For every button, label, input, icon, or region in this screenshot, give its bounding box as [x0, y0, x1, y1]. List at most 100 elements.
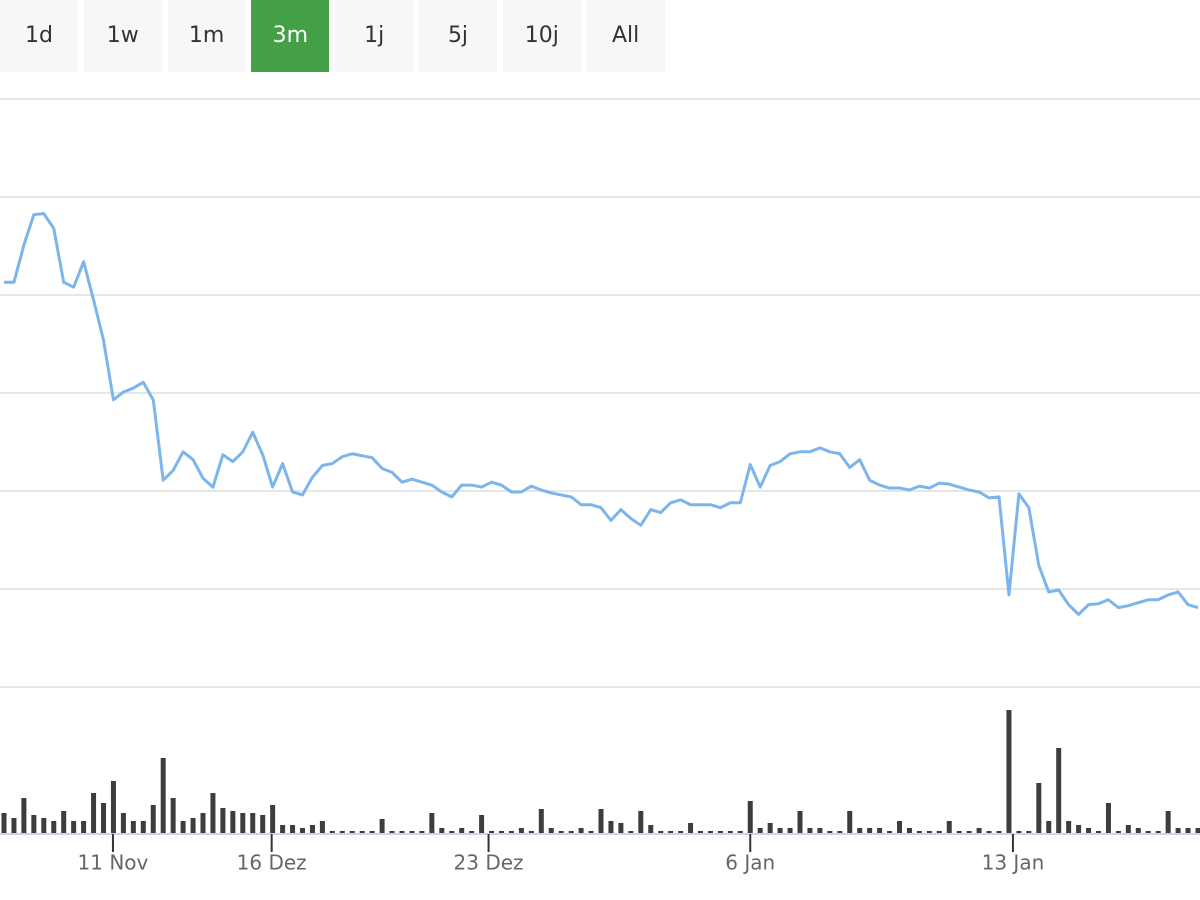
volume-bar: [638, 811, 644, 833]
volume-bar: [668, 831, 674, 833]
volume-bar: [767, 823, 773, 833]
x-tick-label: 13 Jan: [982, 851, 1045, 875]
volume-bar: [140, 821, 146, 833]
x-tick-label: 23 Dez: [454, 851, 524, 875]
volume-bar: [1155, 831, 1161, 833]
volume-bar: [409, 831, 415, 833]
volume-bar: [399, 831, 405, 833]
volume-bar: [618, 823, 624, 833]
volume-bar: [499, 831, 504, 833]
volume-bar: [737, 831, 743, 833]
volume-bar: [1165, 811, 1171, 833]
volume-bar: [1056, 748, 1062, 833]
volume-bar: [349, 831, 355, 833]
volume-bar: [429, 813, 435, 833]
volume-bar: [290, 825, 296, 833]
range-button[interactable]: 1j: [335, 0, 414, 72]
volume-bar: [558, 831, 564, 833]
volume-bar: [11, 818, 17, 833]
volume-bar: [1185, 828, 1191, 833]
volume-bar: [21, 798, 27, 833]
volume-bar: [1086, 828, 1092, 833]
volume-bar: [329, 831, 335, 833]
volume-bar: [727, 831, 733, 833]
volume-bar: [608, 821, 614, 833]
range-button[interactable]: 1m: [167, 0, 246, 72]
price-line: [4, 212, 1199, 616]
volume-bar: [71, 821, 77, 833]
volume-bar: [588, 831, 594, 833]
range-button[interactable]: 1d: [0, 0, 78, 72]
volume-bar: [489, 831, 495, 833]
volume-bar: [250, 813, 256, 833]
volume-bar: [678, 831, 684, 833]
volume-bar: [528, 831, 534, 833]
volume-bar: [976, 828, 982, 833]
volume-bar: [51, 821, 57, 833]
range-button[interactable]: 5j: [419, 0, 497, 72]
volume-bar: [598, 809, 604, 833]
x-tick-label: 6 Jan: [725, 851, 775, 875]
volume-bar: [469, 831, 475, 833]
volume-bar: [538, 809, 544, 833]
volume-bar: [81, 821, 87, 833]
volume-bar: [270, 805, 276, 833]
volume-bar: [200, 813, 206, 833]
volume-bar: [1096, 831, 1101, 833]
volume-bar: [936, 831, 942, 833]
range-button[interactable]: All: [586, 0, 665, 72]
volume-bar: [887, 831, 893, 833]
volume-bar: [309, 825, 315, 833]
volume-bar: [817, 828, 823, 833]
volume-bar: [1115, 831, 1121, 833]
volume-bar: [916, 831, 922, 833]
volume-bar: [1135, 828, 1141, 833]
volume-bar: [797, 811, 803, 833]
volume-bar: [479, 815, 485, 833]
volume-bar: [389, 831, 395, 833]
volume-bar: [1026, 831, 1032, 833]
volume-bar: [459, 828, 465, 833]
range-button[interactable]: 3m: [251, 0, 330, 72]
volume-bar: [568, 831, 574, 833]
volume-bar: [419, 831, 425, 833]
volume-bar: [1125, 825, 1131, 833]
volume-bar: [648, 825, 654, 833]
volume-bar: [996, 831, 1002, 833]
volume-bar: [508, 831, 514, 833]
volume-bar: [1175, 828, 1181, 833]
volume-bar: [1036, 783, 1042, 833]
volume-bar: [658, 831, 664, 833]
volume-bar: [339, 831, 345, 833]
volume-bar: [827, 831, 833, 833]
volume-bar: [359, 831, 365, 833]
volume-bar: [220, 808, 226, 833]
volume-bar: [439, 828, 445, 833]
x-tick-label: 11 Nov: [78, 851, 149, 875]
volume-bar: [280, 825, 286, 833]
volume-bar: [847, 811, 853, 833]
volume-bar: [986, 831, 992, 833]
volume-bar: [1076, 825, 1082, 833]
volume-bar: [91, 793, 97, 833]
volume-bar: [379, 819, 385, 833]
range-button[interactable]: 1w: [83, 0, 162, 72]
volume-bar: [170, 798, 176, 833]
volume-bar: [240, 813, 246, 833]
volume-bar: [130, 821, 136, 833]
volume-bar: [260, 815, 266, 833]
volume-bar: [628, 831, 634, 833]
volume-bar: [1, 813, 7, 833]
volume-bar: [877, 828, 883, 833]
volume-bar: [518, 828, 524, 833]
volume-bar: [31, 815, 37, 833]
volume-bar: [787, 828, 793, 833]
volume-bar: [688, 823, 694, 833]
volume-bar: [1016, 831, 1022, 833]
volume-bar: [1006, 710, 1012, 833]
volume-bar: [1195, 828, 1200, 833]
volume-bar: [857, 828, 863, 833]
range-button[interactable]: 10j: [502, 0, 581, 72]
